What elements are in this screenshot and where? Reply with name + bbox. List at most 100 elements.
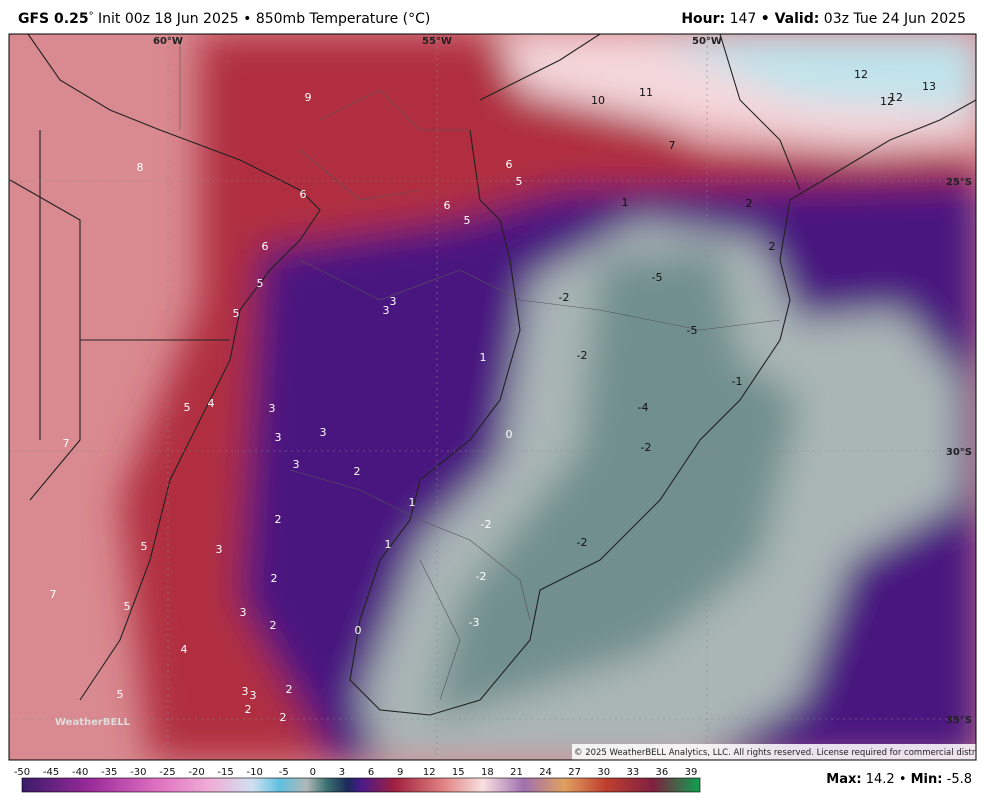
contour-label: 4: [208, 397, 215, 410]
colorbar-label: 0: [310, 767, 316, 778]
coastlines: [9, 34, 976, 716]
lon-label: 60°W: [153, 36, 183, 47]
contour-label: 7: [669, 139, 676, 152]
contour-label: 11: [639, 86, 653, 99]
colorbar-label: 12: [423, 767, 436, 778]
footer: Max: 14.2 • Min: -5.8: [826, 772, 972, 787]
model: GFS 0.25: [18, 11, 89, 27]
lat-label: 30°S: [946, 447, 972, 458]
contour-label: 3: [320, 426, 327, 439]
contour-label: 2: [286, 683, 293, 696]
contour-label: 2: [271, 572, 278, 585]
colorbar-label: -10: [247, 767, 263, 778]
temperature-field: WeatherBELL © 2025 WeatherBELL Analytics…: [9, 34, 984, 760]
contour-label: 7: [50, 588, 57, 601]
lon-label: 50°W: [692, 36, 722, 47]
colorbar-label: 15: [452, 767, 465, 778]
contour-label: 5: [464, 214, 471, 227]
colorbar-label: 3: [339, 767, 345, 778]
contour-label: -1: [732, 375, 743, 388]
colorbar-label: -30: [130, 767, 146, 778]
contour-label: 12: [854, 68, 868, 81]
contour-label: 3: [240, 606, 247, 619]
contour-label: -5: [652, 271, 663, 284]
contour-label: 7: [63, 437, 70, 450]
lat-label: 35°S: [946, 715, 972, 726]
logo: WeatherBELL: [55, 717, 131, 728]
colorbar-label: -50: [14, 767, 30, 778]
min-label: Min:: [910, 772, 943, 787]
lat-label: 25°S: [946, 177, 972, 188]
contour-label: 2: [245, 703, 252, 716]
colorbar-label: -20: [188, 767, 204, 778]
hour: 147: [729, 11, 757, 27]
min: -5.8: [946, 772, 972, 787]
contour-label: 4: [181, 643, 188, 656]
contour-label: 9: [305, 91, 312, 104]
contour-label: 2: [275, 513, 282, 526]
colorbar-label: 9: [397, 767, 403, 778]
contour-label: -2: [641, 441, 652, 454]
max-label: Max:: [826, 772, 862, 787]
colorbar-label: 24: [539, 767, 552, 778]
contour-label: 10: [591, 94, 605, 107]
contour-label: 3: [383, 304, 390, 317]
contour-label: -2: [577, 349, 588, 362]
colorbar-label: -45: [43, 767, 59, 778]
colorbar: [21, 777, 701, 793]
contour-label: -2: [481, 518, 492, 531]
colorbar-label: -35: [101, 767, 117, 778]
contour-label: 12: [889, 91, 903, 104]
colorbar-label: 30: [597, 767, 610, 778]
header: GFS 0.25° Init 00z 18 Jun 2025 • 850mb T…: [0, 0, 984, 34]
header-left: GFS 0.25° Init 00z 18 Jun 2025 • 850mb T…: [18, 11, 430, 27]
contour-label: 2: [769, 240, 776, 253]
colorbar-label: 27: [568, 767, 581, 778]
contour-label: 6: [300, 188, 307, 201]
contour-label: 2: [746, 197, 753, 210]
contour-label: -5: [687, 324, 698, 337]
contour-label: 5: [124, 600, 131, 613]
contour-label: 3: [390, 295, 397, 308]
valid: 03z Tue 24 Jun 2025: [823, 11, 966, 27]
header-right: Hour: 147 • Valid: 03z Tue 24 Jun 2025: [681, 11, 966, 27]
contour-label: -4: [638, 401, 649, 414]
init: Init 00z 18 Jun 2025 • 850mb Temperature…: [98, 11, 431, 27]
colorbar-label: 36: [656, 767, 669, 778]
contour-label: 3: [269, 402, 276, 415]
contour-label: 0: [506, 428, 513, 441]
contour-label: 3: [275, 431, 282, 444]
contour-label: 5: [257, 277, 264, 290]
colorbar-label: 39: [685, 767, 698, 778]
contour-label: 6: [444, 199, 451, 212]
contour-label: 1: [622, 196, 629, 209]
copyright: © 2025 WeatherBELL Analytics, LLC. All r…: [574, 748, 984, 758]
colorbar-label: 18: [481, 767, 494, 778]
contour-label: -3: [469, 616, 480, 629]
contour-label: -2: [559, 291, 570, 304]
colorbar-label: -15: [217, 767, 233, 778]
contour-label: 3: [250, 689, 257, 702]
contour-label: 13: [922, 80, 936, 93]
contour-label: 6: [506, 158, 513, 171]
contour-label: 5: [184, 401, 191, 414]
contour-label: 3: [242, 685, 249, 698]
sep: •: [898, 772, 907, 787]
contour-label: 2: [354, 465, 361, 478]
contour-label: -2: [577, 536, 588, 549]
degree: °: [88, 11, 94, 22]
valid-label: • Valid:: [760, 11, 820, 27]
max: 14.2: [865, 772, 895, 787]
hour-label: Hour:: [681, 11, 726, 27]
colorbar-label: 21: [510, 767, 523, 778]
lon-label: 55°W: [422, 36, 452, 47]
contour-label: 1: [409, 496, 416, 509]
colorbar-label: -40: [72, 767, 88, 778]
contour-label: 0: [355, 624, 362, 637]
state-borders: [179, 40, 781, 701]
colorbar-label: 6: [368, 767, 374, 778]
contour-label: 2: [270, 619, 277, 632]
graticule: [9, 34, 976, 760]
contour-label: 5: [117, 688, 124, 701]
